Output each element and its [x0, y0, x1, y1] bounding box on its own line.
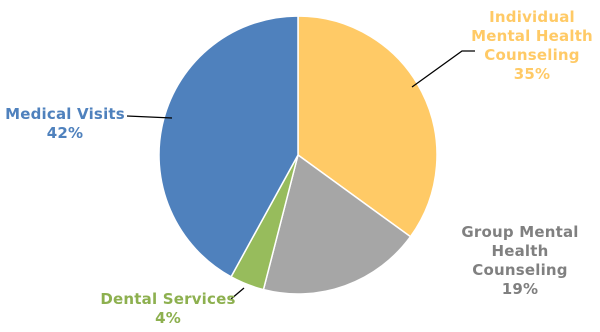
- slice-label-line: Counseling: [472, 261, 568, 279]
- leader-line-dental: [230, 287, 245, 300]
- slice-label-line: Individual: [489, 8, 575, 26]
- slice-label-line: Dental Services: [100, 290, 236, 308]
- pie-slice-individual: [297, 15, 438, 238]
- slice-label-line: Group Mental: [461, 223, 579, 241]
- slice-label-line: Mental Health: [471, 27, 593, 45]
- slice-label-line: Counseling: [484, 46, 580, 64]
- slice-value-label: 19%: [501, 280, 539, 298]
- slice-value-label: 35%: [513, 65, 551, 83]
- leader-line-individual: [411, 50, 475, 88]
- slice-label-group: Group Mental Health Counseling 19%: [450, 223, 590, 299]
- slice-label-dental: Dental Services 4%: [98, 290, 238, 328]
- slice-label-medical: Medical Visits 42%: [2, 105, 128, 143]
- slice-value-label: 4%: [155, 309, 181, 327]
- slice-label-line: Medical Visits: [5, 105, 125, 123]
- slice-label-line: Health: [491, 242, 549, 260]
- leader-line-medical: [126, 115, 173, 119]
- pie-slice-medical: [158, 15, 299, 278]
- pie-slice-group: [262, 153, 412, 295]
- slice-value-label: 42%: [46, 124, 84, 142]
- slice-label-individual: Individual Mental Health Counseling 35%: [464, 8, 600, 84]
